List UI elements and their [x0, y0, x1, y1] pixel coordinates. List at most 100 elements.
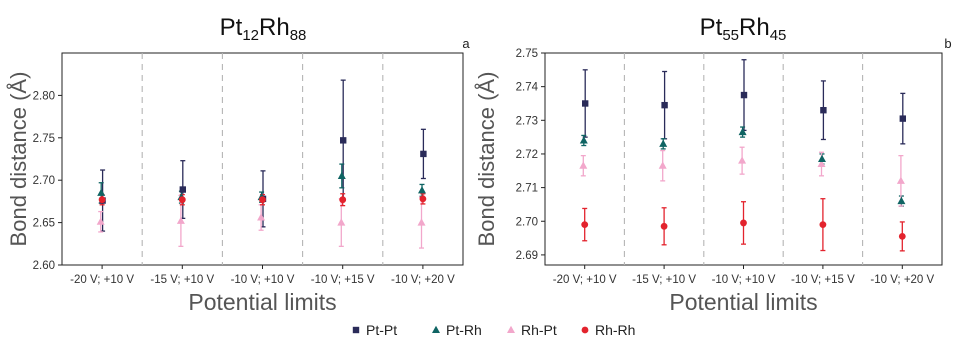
x-tick-label: -20 V; +10 V	[553, 274, 617, 286]
series-rh-pt	[580, 146, 904, 207]
y-tick-label: 2.75	[33, 133, 55, 145]
data-point	[419, 195, 427, 203]
x-tick-label: -10 V; +10 V	[231, 274, 295, 286]
legend-marker	[432, 325, 440, 333]
x-tick-label: -15 V; +10 V	[150, 274, 214, 286]
data-point	[179, 186, 186, 193]
data-point	[579, 136, 588, 144]
legend-marker	[581, 326, 589, 334]
x-tick-label: -10 V; +20 V	[391, 274, 455, 286]
data-point	[896, 176, 905, 184]
title-subscript: 55	[722, 27, 739, 44]
title-subscript: 88	[290, 27, 307, 44]
data-point	[579, 161, 588, 169]
data-point	[97, 188, 106, 196]
x-tick-label: -15 V; +10 V	[632, 274, 696, 286]
panel-label: a	[462, 36, 470, 51]
data-point	[337, 218, 346, 226]
data-point	[339, 196, 347, 204]
data-point	[898, 232, 906, 240]
title-text: Pt	[700, 14, 723, 41]
title-text: Rh	[739, 14, 770, 41]
y-tick-label: 2.72	[516, 149, 538, 161]
x-tick-label: -20 V; +10 V	[70, 274, 134, 286]
legend-item: Rh-Pt	[507, 322, 557, 338]
x-tick-label: -10 V; +20 V	[870, 274, 934, 286]
data-point	[659, 139, 668, 147]
legend: Pt-Pt Pt-Rh Rh-Pt Rh-Rh	[352, 322, 635, 338]
data-point	[658, 161, 667, 169]
legend-marker	[352, 326, 360, 334]
series-markers-rh-rh	[581, 219, 906, 240]
y-tick-label: 2.70	[516, 216, 538, 228]
panel-label: b	[944, 36, 951, 51]
y-axis-label: Bond distance (Å)	[474, 72, 499, 247]
series-markers-rh-rh	[98, 195, 427, 204]
series-pt-pt	[100, 79, 426, 232]
data-point	[740, 91, 748, 99]
data-point	[417, 218, 426, 226]
data-point	[340, 137, 347, 144]
data-point	[257, 213, 266, 221]
data-point	[96, 217, 105, 225]
y-axis-label: Bond distance (Å)	[6, 72, 31, 247]
data-point	[418, 186, 426, 194]
chart-title: Pt55Rh45	[700, 14, 787, 44]
chart-panel-a: 2.60 2.65 2.70 2.75 2.80 -20 V; +10 V -15 V; +…	[6, 14, 470, 315]
x-tick-label: -10 V; +15 V	[311, 274, 375, 286]
legend-item: Rh-Rh	[581, 322, 635, 338]
series-rh-pt	[98, 194, 424, 249]
chart-panel-b: 2.69 2.70 2.71 2.72 2.73 2.74 2.75 -20 V; +10 V…	[474, 14, 952, 315]
y-tick-label: 2.71	[516, 183, 538, 195]
data-point	[420, 150, 427, 158]
y-tick-label: 2.65	[33, 218, 55, 230]
data-point	[820, 107, 827, 114]
data-point	[581, 221, 589, 229]
x-tick-label: -10 V; +10 V	[712, 274, 776, 286]
data-point	[582, 100, 589, 107]
data-point	[819, 221, 827, 229]
legend-marker	[507, 325, 515, 333]
plot-frame	[61, 52, 464, 266]
data-point	[738, 127, 747, 136]
data-point	[818, 154, 826, 162]
y-tick-label: 2.73	[516, 115, 538, 127]
title-text: Rh	[259, 14, 290, 41]
x-tick-label: -10 V; +15 V	[791, 274, 855, 286]
series-markers-pt-rh	[97, 171, 426, 201]
data-point	[738, 156, 747, 164]
legend-label: Pt-Pt	[366, 322, 397, 338]
legend-label: Rh-Rh	[595, 322, 635, 338]
data-point	[660, 222, 668, 230]
series-markers-rh-pt	[579, 156, 905, 184]
title-subscript: 12	[242, 27, 259, 44]
legend-item: Pt-Rh	[432, 322, 482, 338]
data-point	[897, 196, 906, 205]
series-markers-pt-rh	[579, 127, 906, 205]
legend-item: Pt-Pt	[352, 322, 397, 338]
series-markers-rh-pt	[96, 213, 426, 226]
legend-label: Pt-Rh	[446, 322, 482, 338]
title-subscript: 45	[770, 27, 787, 44]
data-point	[178, 196, 186, 204]
data-point	[740, 219, 747, 227]
data-point	[899, 115, 906, 122]
data-point	[176, 216, 185, 224]
data-point	[661, 101, 668, 109]
y-tick-label: 2.80	[33, 90, 55, 102]
data-point	[337, 171, 346, 179]
title-text: Pt	[220, 14, 243, 41]
data-point	[259, 196, 266, 204]
data-point	[98, 196, 106, 204]
series-markers-pt-pt	[582, 91, 906, 122]
x-axis-label: Potential limits	[669, 289, 817, 315]
y-tick-label: 2.74	[516, 82, 539, 94]
y-tick-label: 2.69	[516, 250, 538, 262]
legend-label: Rh-Pt	[521, 322, 557, 338]
data-point	[817, 159, 826, 168]
y-tick-label: 2.75	[516, 48, 538, 60]
x-axis-label: Potential limits	[188, 289, 336, 315]
chart-title: Pt12Rh88	[220, 14, 307, 44]
y-tick-label: 2.60	[33, 260, 55, 272]
